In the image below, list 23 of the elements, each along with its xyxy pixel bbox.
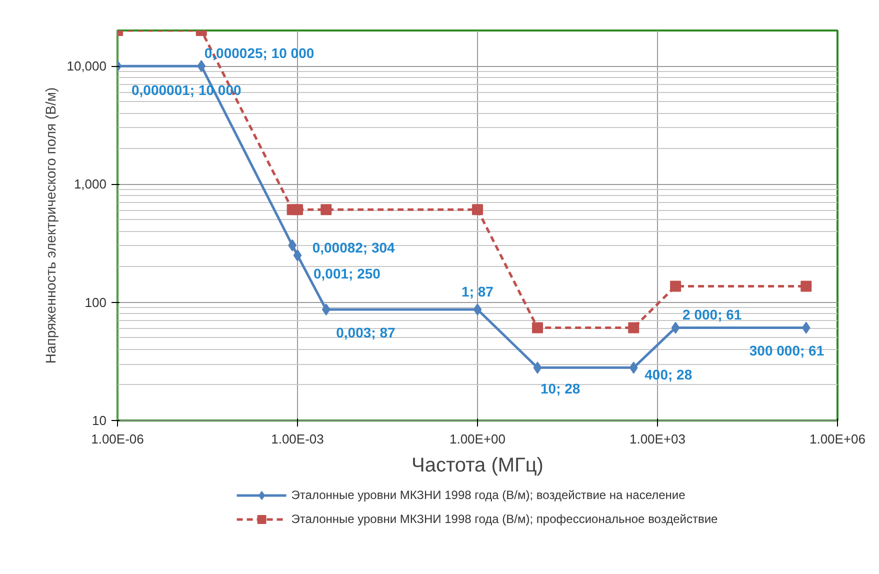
annotation: 0,00082; 304 xyxy=(312,239,396,256)
x-tick-label: 1.00E-06 xyxy=(91,432,144,446)
x-tick-label: 1.00E+06 xyxy=(809,432,866,446)
legend-label: Эталонные уровни МКЗНИ 1998 года (В/м); профессиональное воздействие xyxy=(291,512,718,526)
annotation: 10; 28 xyxy=(540,380,580,397)
annotation: 0,000025; 10 000 xyxy=(204,45,314,62)
annotation: 300 000; 61 xyxy=(749,342,824,359)
y-tick-label: 10 xyxy=(92,413,107,428)
annotation: 0,001; 250 xyxy=(314,265,381,282)
y-tick-label: 10,000 xyxy=(66,58,107,74)
x-tick-label: 1.00E+03 xyxy=(629,432,686,446)
y-tick-label: 100 xyxy=(84,294,107,310)
annotation: 400; 28 xyxy=(644,366,692,383)
annotation: 0,003; 87 xyxy=(336,324,396,340)
annotation: 0,000001; 10 000 xyxy=(132,82,242,98)
y-axis-title: Напряженность электрического поля (В/м) xyxy=(42,87,59,364)
annotation: 2 000; 61 xyxy=(682,306,742,323)
annotation: 1; 87 xyxy=(462,284,494,300)
legend-label: Эталонные уровни МКЗНИ 1998 года (В/м); воздействие на население xyxy=(291,488,686,502)
x-tick-label: 1.00E+00 xyxy=(449,432,506,446)
x-axis-title: Частота (МГц) xyxy=(412,454,544,476)
x-tick-label: 1.00E-03 xyxy=(271,432,324,446)
y-tick-label: 1,000 xyxy=(74,176,107,192)
